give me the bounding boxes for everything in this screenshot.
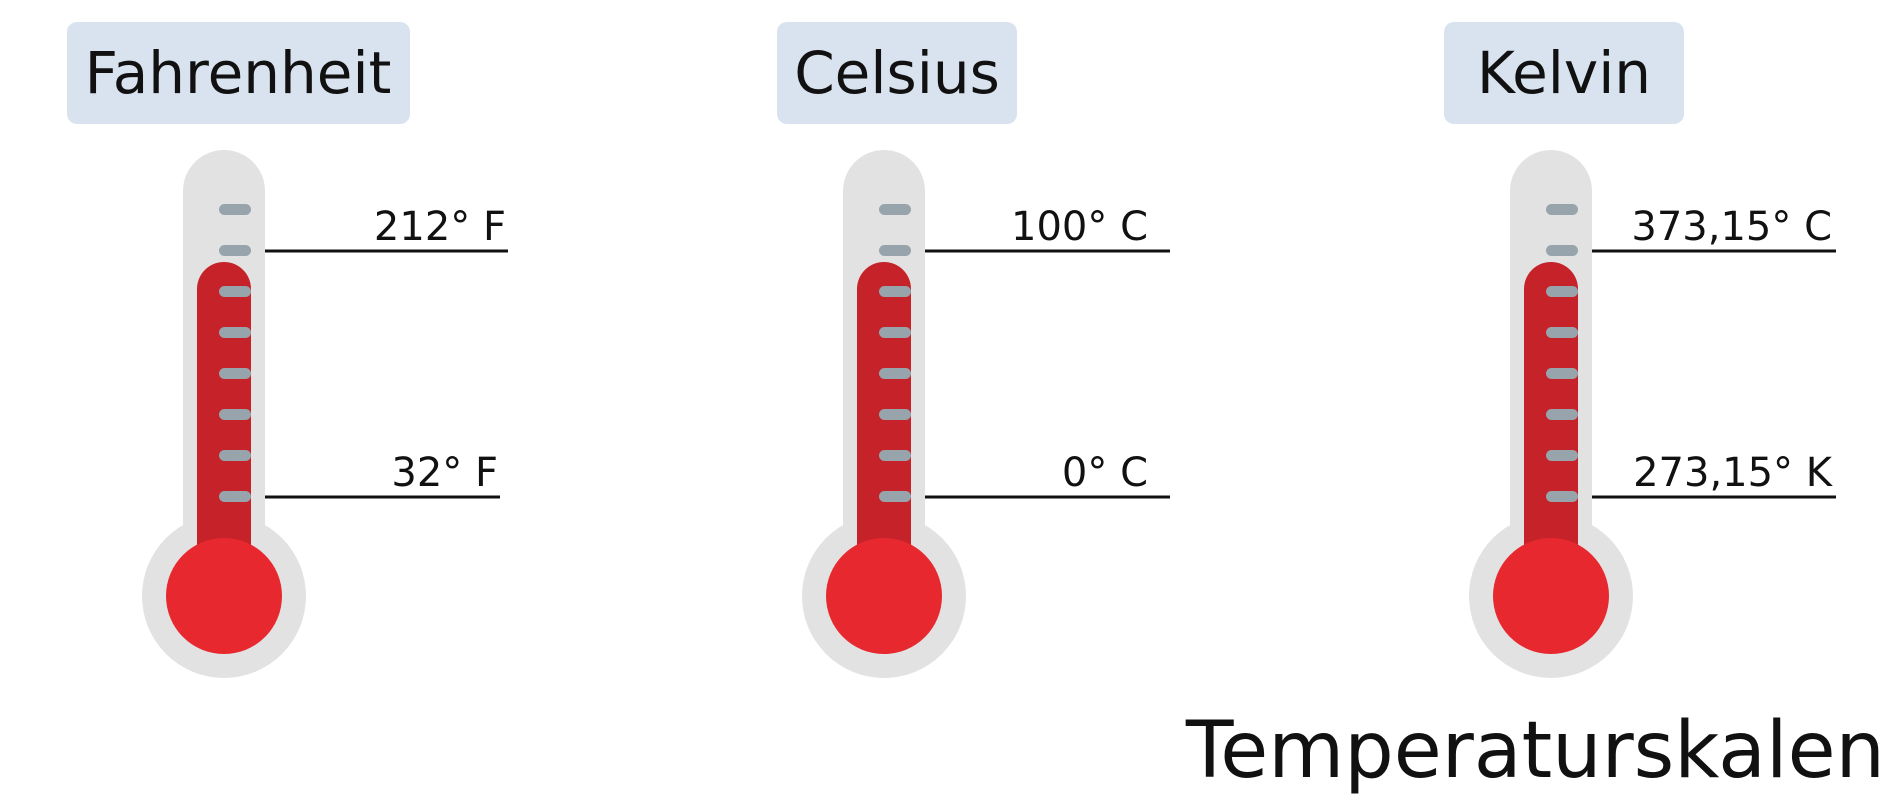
tick	[879, 327, 911, 338]
tick	[1546, 327, 1578, 338]
tick	[219, 491, 251, 502]
scale-title-box	[777, 22, 1017, 124]
reading-label-upper: 373,15° C	[1631, 204, 1832, 250]
scale-title: Fahrenheit	[85, 39, 392, 107]
tick	[879, 491, 911, 502]
tick	[1546, 409, 1578, 420]
thermometer-mercury	[857, 262, 911, 582]
scale-title-box	[67, 22, 410, 124]
tick	[1546, 286, 1578, 297]
reading-label-lower: 273,15° K	[1633, 450, 1834, 496]
tick	[219, 450, 251, 461]
tick	[219, 204, 251, 215]
scale-celsius: Celsius 100° C 0° C	[777, 22, 1170, 678]
tick	[1546, 245, 1578, 256]
tick	[219, 409, 251, 420]
scale-fahrenheit: Fahrenheit 212° F 32° F	[67, 22, 508, 678]
tick	[1546, 368, 1578, 379]
tick	[219, 368, 251, 379]
tick	[879, 409, 911, 420]
scale-title: Celsius	[794, 39, 1000, 107]
tick	[1546, 491, 1578, 502]
thermometer-ticks	[879, 204, 911, 502]
tick	[879, 286, 911, 297]
thermometer	[802, 150, 966, 678]
tick	[1546, 450, 1578, 461]
tick	[1546, 204, 1578, 215]
thermometer-mercury	[1524, 262, 1578, 582]
thermometer-bulb	[826, 538, 942, 654]
thermometer	[142, 150, 306, 678]
thermometer	[1469, 150, 1633, 678]
tick	[879, 204, 911, 215]
thermometer-mercury	[197, 262, 251, 582]
tick	[219, 286, 251, 297]
tick	[219, 245, 251, 256]
thermometer-ticks	[1546, 204, 1578, 502]
tick	[879, 245, 911, 256]
scale-title: Kelvin	[1477, 39, 1651, 107]
reading-label-upper: 100° C	[1011, 204, 1148, 250]
reading-label-lower: 32° F	[391, 450, 498, 496]
tick	[219, 327, 251, 338]
tick	[879, 368, 911, 379]
reading-label-lower: 0° C	[1062, 450, 1148, 496]
thermometer-bulb	[166, 538, 282, 654]
thermometer-bulb	[1493, 538, 1609, 654]
reading-label-upper: 212° F	[374, 204, 506, 250]
tick	[879, 450, 911, 461]
thermometer-ticks	[219, 204, 251, 502]
diagram-caption: Temperaturskalen	[1185, 706, 1885, 796]
scale-title-box	[1444, 22, 1684, 124]
scale-kelvin: Kelvin 373,15° C 273,15° K	[1444, 22, 1836, 678]
